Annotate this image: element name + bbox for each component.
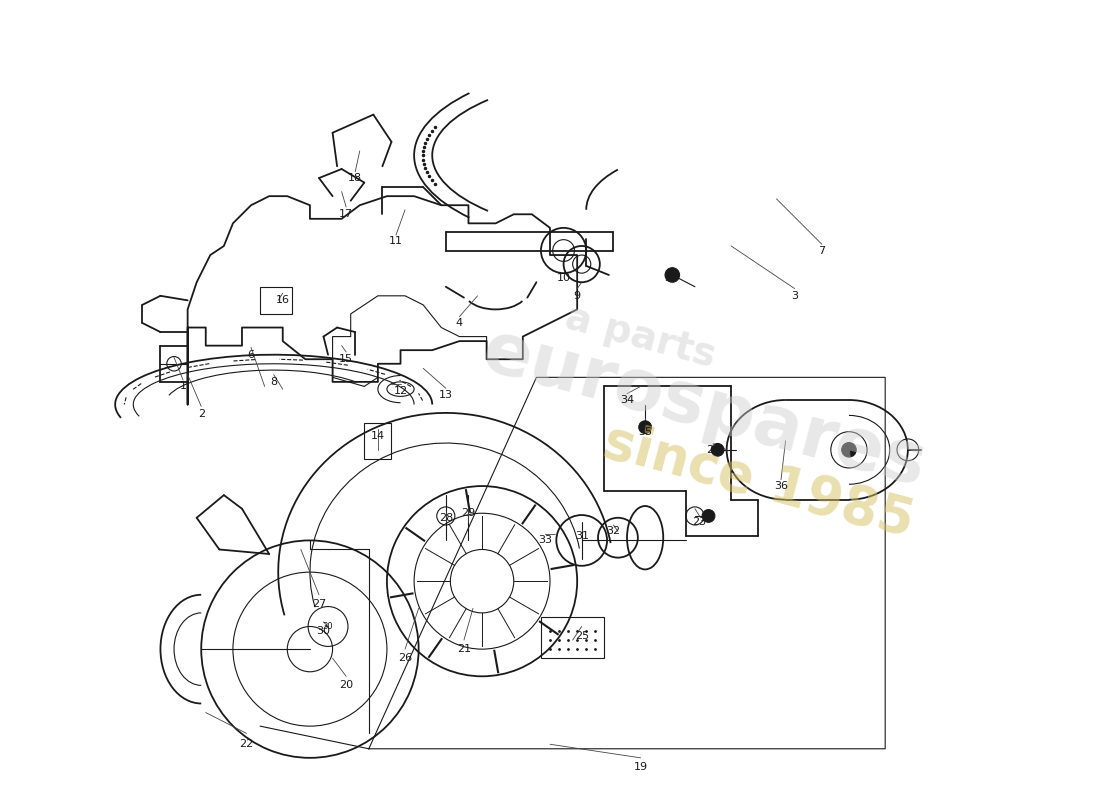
Text: 30: 30: [322, 622, 333, 631]
Text: 36: 36: [774, 481, 788, 491]
Text: since 1985: since 1985: [597, 415, 920, 548]
Text: 16: 16: [276, 295, 289, 306]
Text: 35: 35: [638, 426, 652, 437]
Circle shape: [842, 442, 856, 457]
Text: 13: 13: [439, 390, 453, 401]
Text: 30: 30: [317, 626, 330, 636]
Text: 5: 5: [664, 273, 671, 282]
Circle shape: [666, 268, 680, 282]
Text: 6: 6: [248, 350, 254, 360]
Text: 3: 3: [791, 291, 799, 301]
Text: 9: 9: [573, 291, 581, 301]
Text: 32: 32: [606, 526, 620, 536]
Text: 31: 31: [574, 531, 589, 541]
Text: 7: 7: [818, 246, 825, 255]
Text: 23: 23: [692, 518, 706, 527]
Text: 18: 18: [349, 173, 362, 183]
Text: 26: 26: [398, 653, 412, 663]
Text: 24: 24: [706, 445, 721, 455]
Text: 8: 8: [271, 377, 277, 387]
Text: 19: 19: [634, 762, 648, 772]
Text: 2: 2: [198, 409, 205, 418]
Text: 29: 29: [461, 508, 475, 518]
Text: 27: 27: [312, 599, 326, 609]
Circle shape: [712, 443, 724, 456]
Text: 20: 20: [339, 680, 353, 690]
Text: 11: 11: [389, 237, 403, 246]
Text: 21: 21: [456, 644, 471, 654]
Bar: [541, 618, 604, 658]
Circle shape: [639, 421, 651, 434]
Text: 4: 4: [455, 318, 463, 328]
Circle shape: [702, 510, 715, 522]
Text: 22: 22: [240, 739, 254, 750]
Text: 14: 14: [371, 431, 385, 442]
Bar: [364, 422, 392, 459]
Text: 12: 12: [394, 386, 408, 396]
Text: 25: 25: [574, 630, 589, 641]
Text: 33: 33: [539, 535, 552, 546]
Text: eurospares: eurospares: [474, 317, 934, 502]
Text: 10: 10: [557, 273, 571, 282]
Text: a parts: a parts: [561, 298, 720, 375]
Text: 28: 28: [439, 513, 453, 522]
Text: 17: 17: [339, 210, 353, 219]
Bar: [260, 286, 292, 314]
Text: 34: 34: [620, 395, 634, 405]
Text: 15: 15: [339, 354, 353, 364]
Text: 1: 1: [179, 382, 187, 391]
